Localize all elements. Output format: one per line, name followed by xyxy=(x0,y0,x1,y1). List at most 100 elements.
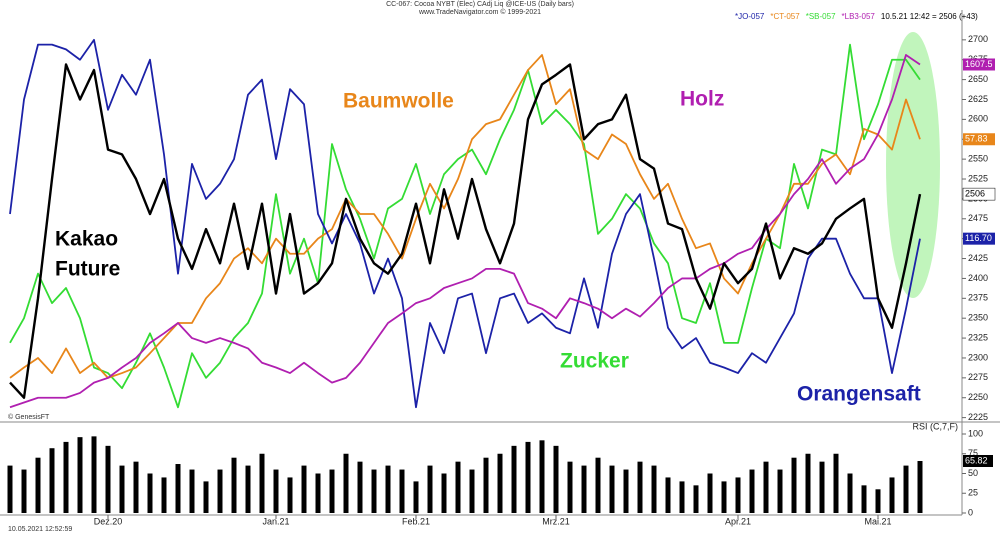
rsi-bar xyxy=(903,465,909,513)
rsi-bar xyxy=(63,441,69,513)
y-tick-label: 2600 xyxy=(968,114,988,124)
x-tick-label: Mrz.21 xyxy=(542,516,570,526)
rsi-bar xyxy=(791,457,797,513)
rsi-bar xyxy=(721,481,727,513)
rsi-bar xyxy=(427,465,433,513)
rsi-bar xyxy=(217,469,223,513)
rsi-bar xyxy=(917,461,923,513)
legend-entry: *LB3-057 xyxy=(842,12,876,21)
rsi-bar xyxy=(21,469,27,513)
rsi-bar xyxy=(623,469,629,513)
rsi-bar xyxy=(35,457,41,513)
rsi-bar xyxy=(161,477,167,513)
rsi-bar xyxy=(595,457,601,513)
timestamp: 10.05.2021 12:52:59 xyxy=(8,526,72,533)
x-tick-label: Feb.21 xyxy=(402,516,430,526)
last-value-box xyxy=(963,58,995,71)
rsi-bar xyxy=(693,485,699,513)
y-tick-label: 2700 xyxy=(968,34,988,44)
rsi-bar xyxy=(77,437,83,513)
rsi-bar xyxy=(315,473,321,513)
rsi-bar xyxy=(371,469,377,513)
rsi-tick-label: 75 xyxy=(968,448,978,458)
rsi-bar xyxy=(749,469,755,513)
x-tick-label: Apr.21 xyxy=(725,516,751,526)
y-tick-label: 2275 xyxy=(968,372,988,382)
rsi-bar xyxy=(455,461,461,513)
chart-subtitle: www.TradeNavigator.com © 1999-2021 xyxy=(418,8,541,16)
rsi-bar xyxy=(301,465,307,513)
rsi-last-box xyxy=(963,455,993,468)
rsi-bar xyxy=(735,477,741,513)
rsi-bar xyxy=(581,465,587,513)
rsi-bar xyxy=(861,485,867,513)
y-tick-label: 2225 xyxy=(968,412,988,422)
y-tick-label: 2300 xyxy=(968,352,988,362)
y-tick-label: 2425 xyxy=(968,253,988,263)
rsi-bar xyxy=(105,445,111,513)
series-annotation: Orangensaft xyxy=(797,383,921,406)
rsi-bar xyxy=(273,469,279,513)
series-annotation: Kakao xyxy=(55,228,118,251)
last-value-box xyxy=(963,133,995,146)
rsi-title: RSI (C,7,F) xyxy=(912,421,958,431)
rsi-bar xyxy=(231,457,237,513)
series-line xyxy=(9,63,922,399)
rsi-bar xyxy=(119,465,125,513)
series-annotation: Holz xyxy=(680,88,724,111)
rsi-bar xyxy=(665,477,671,513)
y-tick-label: 2650 xyxy=(968,74,988,84)
rsi-bar xyxy=(889,477,895,513)
rsi-bar xyxy=(651,465,657,513)
rsi-last-label: 65.82 xyxy=(965,455,988,465)
rsi-bar xyxy=(483,457,489,513)
rsi-bar xyxy=(357,461,363,513)
last-value-label: 1607.5 xyxy=(965,59,993,69)
rsi-bar xyxy=(133,461,139,513)
rsi-bar xyxy=(763,461,769,513)
rsi-bar xyxy=(511,445,517,513)
last-value-box xyxy=(962,187,996,201)
y-tick-label: 2350 xyxy=(968,313,988,323)
rsi-bar xyxy=(679,481,685,513)
rsi-bar xyxy=(637,461,643,513)
highlight-ellipse xyxy=(886,32,940,298)
rsi-bar xyxy=(399,469,405,513)
rsi-bar xyxy=(343,453,349,513)
series-annotation: Baumwolle xyxy=(343,90,454,113)
rsi-bar xyxy=(497,453,503,513)
series-line xyxy=(9,38,921,409)
rsi-tick-label: 25 xyxy=(968,488,978,498)
y-tick-label: 2550 xyxy=(968,154,988,164)
x-tick-label: Mai.21 xyxy=(864,516,891,526)
rsi-bar xyxy=(49,448,55,513)
y-tick-label: 2325 xyxy=(968,332,988,342)
rsi-bar xyxy=(385,465,391,513)
series-annotation: Zucker xyxy=(560,350,629,373)
series-line xyxy=(9,43,921,409)
rsi-bar xyxy=(567,461,573,513)
legend-entry: *SB-057 xyxy=(806,12,836,21)
rsi-bar xyxy=(805,453,811,513)
rsi-bar xyxy=(203,481,209,513)
last-value-box xyxy=(963,232,995,245)
rsi-bar xyxy=(539,440,545,513)
y-tick-label: 2400 xyxy=(968,273,988,283)
rsi-bar xyxy=(875,489,881,513)
chart-title: CC-067: Cocoa NYBT (Elec) CAdj Liq @ICE-… xyxy=(386,1,574,8)
legend-entry: *CT-057 xyxy=(770,12,800,21)
rsi-bar xyxy=(329,469,335,513)
last-value-label: 57.83 xyxy=(965,134,988,144)
rsi-bar xyxy=(91,436,97,513)
y-tick-label: 2475 xyxy=(968,213,988,223)
rsi-bar xyxy=(413,481,419,513)
y-tick-label: 2525 xyxy=(968,173,988,183)
y-tick-label: 2375 xyxy=(968,293,988,303)
x-tick-label: Dez.20 xyxy=(94,516,123,526)
header-info: 10.5.21 12:42 = 2506 (+43) xyxy=(881,12,978,21)
rsi-bar xyxy=(469,469,475,513)
rsi-bar xyxy=(609,465,615,513)
rsi-bar xyxy=(707,473,713,513)
